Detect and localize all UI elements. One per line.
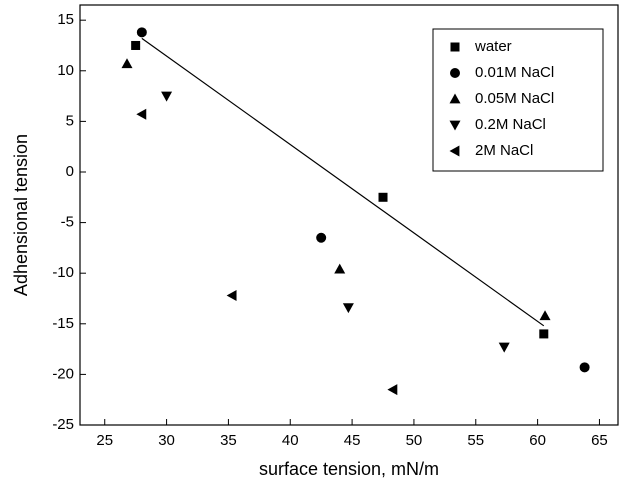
marker xyxy=(579,362,590,373)
x-tick-label: 35 xyxy=(220,432,237,449)
marker xyxy=(387,384,398,396)
legend-label: water xyxy=(474,38,512,55)
x-tick-label: 60 xyxy=(529,432,546,449)
y-tick-label: 15 xyxy=(57,11,74,28)
x-tick-label: 30 xyxy=(158,432,175,449)
y-axis-label: Adhensional tension xyxy=(11,134,31,296)
marker xyxy=(226,289,237,301)
marker xyxy=(539,329,549,339)
x-tick-label: 50 xyxy=(406,432,423,449)
marker xyxy=(131,40,141,50)
legend-label: 2M NaCl xyxy=(475,142,533,159)
marker xyxy=(378,192,388,202)
legend-marker xyxy=(450,42,460,52)
y-tick-label: -25 xyxy=(52,416,74,433)
plot-frame xyxy=(79,4,619,426)
x-tick-label: 40 xyxy=(282,432,299,449)
x-tick-label: 45 xyxy=(344,432,361,449)
x-tick-label: 65 xyxy=(591,432,608,449)
y-tick-label: -10 xyxy=(52,264,74,281)
marker xyxy=(316,232,327,243)
marker xyxy=(136,27,147,38)
x-tick-label: 55 xyxy=(467,432,484,449)
legend-marker xyxy=(449,120,461,131)
fit-line xyxy=(141,37,545,327)
legend-label: 0.05M NaCl xyxy=(475,90,554,107)
legend-label: 0.2M NaCl xyxy=(475,116,546,133)
marker xyxy=(136,108,147,120)
y-tick-label: -5 xyxy=(61,214,74,231)
legend-marker xyxy=(450,68,460,78)
y-tick-label: 5 xyxy=(66,112,74,129)
y-tick-label: -20 xyxy=(52,365,74,382)
marker xyxy=(161,91,173,102)
y-tick-label: 0 xyxy=(66,163,74,180)
legend-marker xyxy=(449,145,460,157)
y-tick-label: 10 xyxy=(57,62,74,79)
y-tick-label: -15 xyxy=(52,315,74,332)
marker xyxy=(498,342,510,353)
x-tick-label: 25 xyxy=(96,432,113,449)
legend-box xyxy=(432,28,604,172)
legend-label: 0.01M NaCl xyxy=(475,64,554,81)
marker xyxy=(539,310,551,321)
marker xyxy=(342,303,354,314)
legend-marker xyxy=(449,93,461,104)
x-axis-label: surface tension, mN/m xyxy=(259,459,439,479)
marker xyxy=(334,263,346,274)
marker xyxy=(121,58,133,69)
